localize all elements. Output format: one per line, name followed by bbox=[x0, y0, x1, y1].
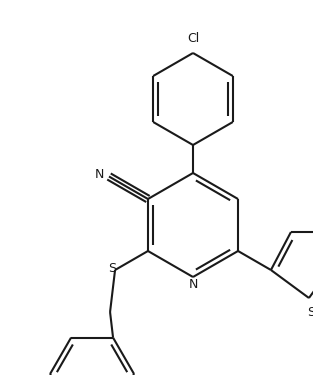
Text: Cl: Cl bbox=[187, 32, 199, 45]
Text: S: S bbox=[307, 306, 313, 319]
Text: S: S bbox=[108, 262, 116, 276]
Text: N: N bbox=[188, 279, 198, 291]
Text: N: N bbox=[95, 168, 104, 181]
